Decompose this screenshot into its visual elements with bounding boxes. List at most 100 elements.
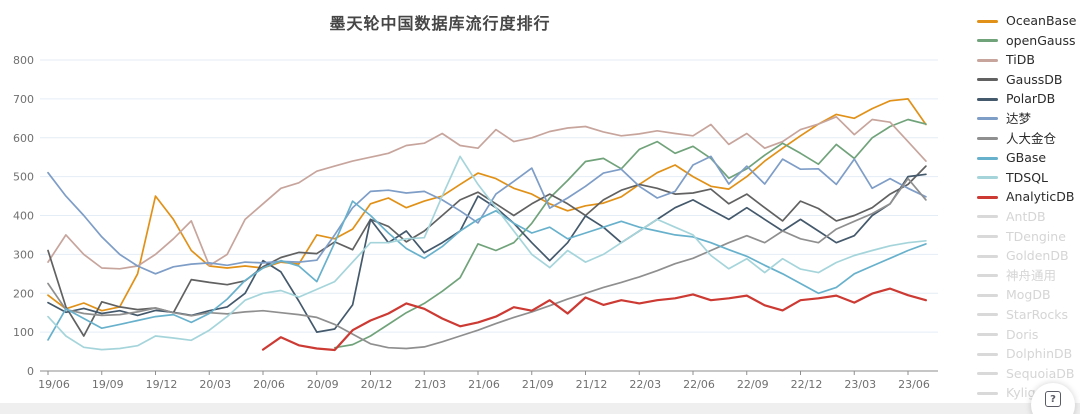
legend-swatch (977, 176, 998, 180)
legend-label: AnalyticDB (1006, 189, 1075, 205)
legend-label: 神舟通用 (1006, 267, 1057, 283)
legend-item-AnalyticDB[interactable]: AnalyticDB (977, 191, 1076, 203)
series-line-人大金仓 (47, 177, 927, 350)
y-tick-label: 100 (13, 326, 34, 339)
legend-swatch (977, 274, 998, 278)
x-tick-label: 22/12 (791, 378, 823, 391)
legend-swatch (977, 293, 998, 297)
x-tick-label: 21/12 (576, 378, 608, 391)
legend-label: GaussDB (1006, 71, 1063, 87)
legend-swatch (977, 391, 998, 395)
x-tick-label: 19/12 (146, 378, 178, 391)
y-tick-label: 600 (13, 132, 34, 145)
x-tick-label: 23/03 (844, 378, 876, 391)
chart-title: 墨天轮中国数据库流行度排行 (329, 14, 551, 33)
legend-swatch (977, 97, 998, 101)
legend-swatch (977, 156, 998, 160)
legend-swatch (977, 254, 998, 258)
legend-label: Doris (1006, 326, 1039, 342)
legend-swatch (977, 215, 998, 219)
series-line-GBase (47, 200, 927, 341)
x-tick-label: 21/06 (468, 378, 500, 391)
legend-swatch (977, 313, 998, 317)
line-chart-canvas: 0 100 200 300 400 500 600 700 800 19/06 19/09 19/12… (13, 54, 938, 391)
y-tick-label: 200 (13, 287, 34, 300)
series-line-AnalyticDB (261, 287, 927, 352)
legend-item-TiDB[interactable]: TiDB (977, 52, 1076, 68)
legend-swatch (977, 39, 998, 43)
legend-item-PolarDB[interactable]: PolarDB (977, 93, 1076, 105)
legend-swatch (977, 372, 998, 376)
legend-item-GoldenDB[interactable]: GoldenDB (977, 248, 1076, 264)
y-tick-label: 0 (27, 365, 34, 378)
x-tick-label: 20/12 (361, 378, 393, 391)
legend-label: AntDB (1006, 208, 1046, 224)
x-tick-label: 20/06 (253, 378, 285, 391)
series-line-OceanBase (47, 98, 927, 312)
x-tick-label: 22/03 (629, 378, 661, 391)
y-tick-label: 700 (13, 93, 34, 106)
help-icon: ? (1045, 391, 1061, 407)
legend-label: TDengine (1006, 228, 1066, 244)
legend-label: TDSQL (1006, 169, 1048, 185)
legend-swatch (977, 235, 998, 239)
legend-item-TDengine[interactable]: TDengine (977, 228, 1076, 244)
x-tick-label: 19/09 (92, 378, 124, 391)
legend-swatch (977, 78, 998, 82)
legend-swatch (977, 19, 998, 23)
legend-label: MogDB (1006, 287, 1051, 303)
series-line-TiDB (47, 115, 927, 270)
legend-swatch (977, 58, 998, 62)
x-tick-label: 22/06 (683, 378, 715, 391)
legend-item-MogDB[interactable]: MogDB (977, 289, 1076, 301)
legend-swatch (977, 137, 998, 141)
legend-label: TiDB (1006, 52, 1035, 68)
y-tick-label: 800 (13, 54, 34, 67)
legend-item-GBase[interactable]: GBase (977, 150, 1076, 166)
legend-item-Doris[interactable]: Doris (977, 326, 1076, 342)
legend-swatch (977, 117, 998, 121)
legend-label: OceanBase (1006, 13, 1077, 28)
legend-item-openGauss[interactable]: openGauss (977, 32, 1076, 48)
legend-swatch (977, 352, 998, 356)
y-tick-label: 400 (13, 210, 34, 223)
legend-item-AntDB[interactable]: AntDB (977, 208, 1076, 224)
legend-swatch (977, 195, 998, 199)
legend-label: SequoiaDB (1006, 365, 1075, 381)
legend-item-OceanBase[interactable]: OceanBase (977, 13, 1077, 28)
x-tick-label: 20/09 (307, 378, 339, 391)
legend-item-TDSQL[interactable]: TDSQL (977, 169, 1076, 185)
legend-item-GaussDB[interactable]: GaussDB (977, 71, 1076, 87)
series-line-openGauss (333, 118, 927, 349)
x-tick-label: 23/06 (898, 378, 930, 391)
legend-item-神舟通用[interactable]: 神舟通用 (977, 267, 1076, 283)
legend-label: 达梦 (1006, 110, 1032, 126)
x-tick-label: 21/09 (522, 378, 554, 391)
legend-item-达梦[interactable]: 达梦 (977, 110, 1076, 126)
legend-item-StarRocks[interactable]: StarRocks (977, 306, 1076, 322)
legend-swatch (977, 333, 998, 336)
legend-item-SequoiaDB[interactable]: SequoiaDB (977, 365, 1076, 381)
legend-item-人大金仓[interactable]: 人大金仓 (977, 130, 1076, 146)
x-tick-label: 22/09 (737, 378, 769, 391)
legend-label: DolphinDB (1006, 346, 1073, 362)
x-tick-label: 20/03 (199, 378, 231, 391)
legend-label: StarRocks (1006, 306, 1069, 322)
series-line-TDSQL (47, 155, 927, 351)
series-line-达梦 (47, 155, 927, 275)
y-tick-label: 300 (13, 248, 34, 261)
y-tick-label: 500 (13, 171, 34, 184)
series-line-GaussDB (47, 165, 927, 337)
legend-label: GBase (1006, 150, 1047, 166)
legend-label: 人大金仓 (1006, 130, 1057, 146)
legend-item-DolphinDB[interactable]: DolphinDB (977, 346, 1076, 362)
x-tick-label: 19/06 (38, 378, 70, 391)
legend-label: GoldenDB (1006, 248, 1069, 264)
legend-label: openGauss (1006, 32, 1076, 48)
legend-label: PolarDB (1006, 91, 1056, 107)
help-button[interactable]: ? (1031, 383, 1075, 414)
x-tick-label: 21/03 (414, 378, 446, 391)
bottom-bar (0, 403, 1080, 414)
legend: OceanBase openGauss TiDB GaussDB PolarDB 达梦人大… (977, 13, 1077, 399)
